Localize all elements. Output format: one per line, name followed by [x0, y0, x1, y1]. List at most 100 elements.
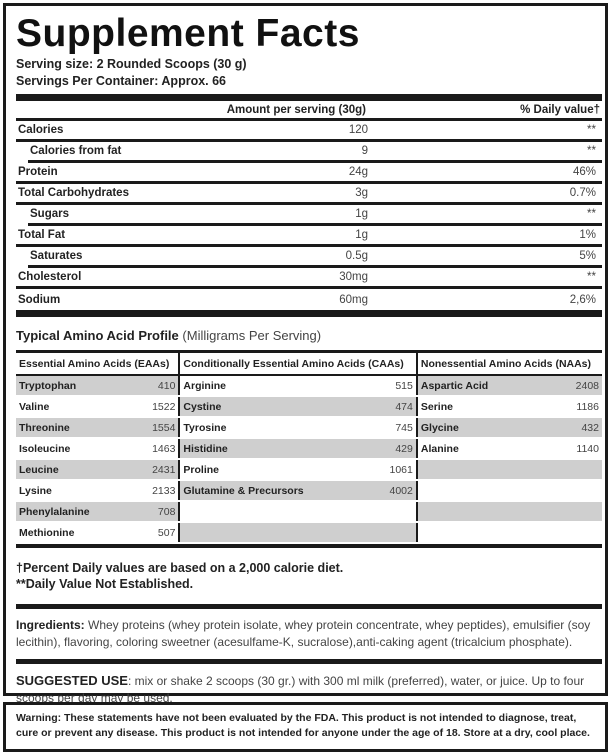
nutrient-amount: 3g	[355, 187, 368, 199]
nutrition-row: Saturates 0.5g 5%	[28, 247, 602, 268]
nutrient-daily-value: **	[587, 208, 596, 220]
caa-value: 474	[359, 396, 418, 418]
ingredients-label: Ingredients:	[16, 618, 85, 632]
naa-value	[551, 522, 602, 544]
amino-row: Methionine 507	[16, 522, 602, 544]
eaa-value: 1554	[141, 417, 181, 439]
caa-header: Conditionally Essential Amino Acids (CAA…	[179, 353, 418, 376]
eaa-value: 1522	[141, 396, 181, 418]
footnote-not-established: **Daily Value Not Established.	[16, 577, 194, 591]
naa-value	[551, 501, 602, 523]
eaa-value: 1463	[141, 438, 181, 460]
amount-header: Amount per serving (30g)	[226, 103, 366, 116]
naa-value: 1140	[551, 438, 602, 460]
nutrient-amount: 0.5g	[345, 250, 368, 262]
nutrition-row: Total Carbohydrates 3g 0.7%	[16, 184, 602, 205]
nutrient-amount: 1g	[355, 229, 368, 241]
nutrient-amount: 1g	[355, 208, 368, 220]
ingredients: Ingredients: Whey proteins (whey protein…	[16, 609, 602, 659]
footnote-daily-values: †Percent Daily values are based on a 2,0…	[16, 561, 344, 575]
caa-name: Tyrosine	[179, 417, 360, 439]
warning-box: Warning: These statements have not been …	[3, 702, 608, 752]
caa-value: 1061	[359, 459, 418, 481]
nutrient-amount: 24g	[348, 166, 368, 178]
supplement-facts-panel: Supplement Facts Serving size: 2 Rounded…	[3, 3, 608, 705]
eaa-value: 410	[141, 375, 181, 397]
nutrient-daily-value: **	[587, 271, 596, 283]
caa-value	[359, 522, 418, 544]
nutrient-label: Cholesterol	[18, 271, 82, 283]
suggested-use-label: SUGGESTED USE	[16, 673, 128, 688]
nutrient-label: Sugars	[30, 208, 69, 220]
divider	[16, 94, 602, 101]
eaa-name: Leucine	[16, 459, 141, 481]
caa-value	[359, 501, 418, 523]
caa-value: 4002	[359, 480, 418, 502]
serving-size: Serving size: 2 Rounded Scoops (30 g)	[16, 57, 247, 71]
caa-value: 745	[359, 417, 418, 439]
nutrient-daily-value: 2,6%	[569, 293, 596, 306]
caa-name: Glutamine & Precursors	[179, 480, 360, 502]
amino-title-sub: (Milligrams Per Serving)	[182, 328, 322, 343]
eaa-value: 2431	[141, 459, 181, 481]
naa-value: 1186	[551, 396, 602, 418]
naa-name	[416, 522, 552, 544]
naa-name: Alanine	[416, 438, 552, 460]
nutrient-label: Saturates	[30, 250, 83, 262]
naa-name: Aspartic Acid	[416, 375, 552, 397]
nutrient-amount: 60mg	[339, 293, 368, 306]
caa-name: Proline	[179, 459, 360, 481]
amino-row: Valine 1522 Cystine 474 Serine 1186	[16, 396, 602, 418]
nutrition-row: Sodium 60mg 2,6%	[16, 289, 602, 310]
naa-name: Glycine	[416, 417, 552, 439]
nutrient-daily-value: **	[587, 145, 596, 157]
eaa-header: Essential Amino Acids (EAAs)	[16, 353, 181, 376]
naa-name	[416, 480, 552, 502]
eaa-name: Lysine	[16, 480, 141, 502]
nutrient-daily-value: **	[587, 124, 596, 136]
eaa-value: 2133	[141, 480, 181, 502]
caa-value: 429	[359, 438, 418, 460]
footnotes: †Percent Daily values are based on a 2,0…	[16, 548, 602, 604]
divider	[16, 604, 602, 609]
amino-row: Lysine 2133 Glutamine & Precursors 4002	[16, 480, 602, 502]
suggested-use: SUGGESTED USE: mix or shake 2 scoops (30…	[16, 664, 602, 715]
naa-value: 2408	[551, 375, 602, 397]
daily-value-header: % Daily value†	[520, 103, 600, 116]
nutrient-label: Total Fat	[18, 229, 66, 241]
caa-name	[179, 501, 360, 523]
amino-row: Threonine 1554 Tyrosine 745 Glycine 432	[16, 417, 602, 439]
naa-value	[551, 480, 602, 502]
amino-row: Leucine 2431 Proline 1061	[16, 459, 602, 481]
nutrition-table: Amount per serving (30g) % Daily value† …	[16, 101, 602, 310]
suggested-use-text: : mix or shake 2 scoops (30 gr.) with 30…	[16, 674, 585, 705]
nutrition-row: Total Fat 1g 1%	[16, 226, 602, 247]
naa-header: Nonessential Amino Acids (NAAs)	[416, 353, 602, 376]
nutrient-label: Calories from fat	[30, 145, 122, 157]
nutrient-amount: 30mg	[339, 271, 368, 283]
nutrient-daily-value: 1%	[579, 229, 596, 241]
nutrient-amount: 120	[348, 124, 368, 136]
eaa-name: Tryptophan	[16, 375, 141, 397]
amino-table: Essential Amino Acids (EAAs) Conditional…	[16, 353, 602, 544]
ingredients-text: Whey proteins (whey protein isolate, whe…	[16, 618, 591, 649]
eaa-name: Threonine	[16, 417, 141, 439]
divider	[16, 310, 602, 317]
amino-title: Typical Amino Acid Profile (Milligrams P…	[16, 326, 602, 346]
eaa-name: Phenylalanine	[16, 501, 141, 523]
amino-row: Phenylalanine 708	[16, 501, 602, 523]
naa-value: 432	[551, 417, 602, 439]
servings-per-container: Servings Per Container: Approx. 66	[16, 74, 227, 88]
nutrition-row: Protein 24g 46%	[16, 163, 602, 184]
amino-row: Tryptophan 410 Arginine 515 Aspartic Acid 240…	[16, 375, 602, 397]
naa-name	[416, 501, 552, 523]
naa-name	[416, 459, 552, 481]
divider	[16, 659, 602, 664]
eaa-value: 708	[141, 501, 181, 523]
amino-title-main: Typical Amino Acid Profile	[16, 328, 179, 343]
caa-name	[179, 522, 360, 544]
caa-name: Histidine	[179, 438, 360, 460]
nutrient-daily-value: 5%	[579, 250, 596, 262]
nutrient-daily-value: 46%	[572, 166, 596, 178]
nutrition-row: Calories 120 **	[16, 121, 602, 142]
